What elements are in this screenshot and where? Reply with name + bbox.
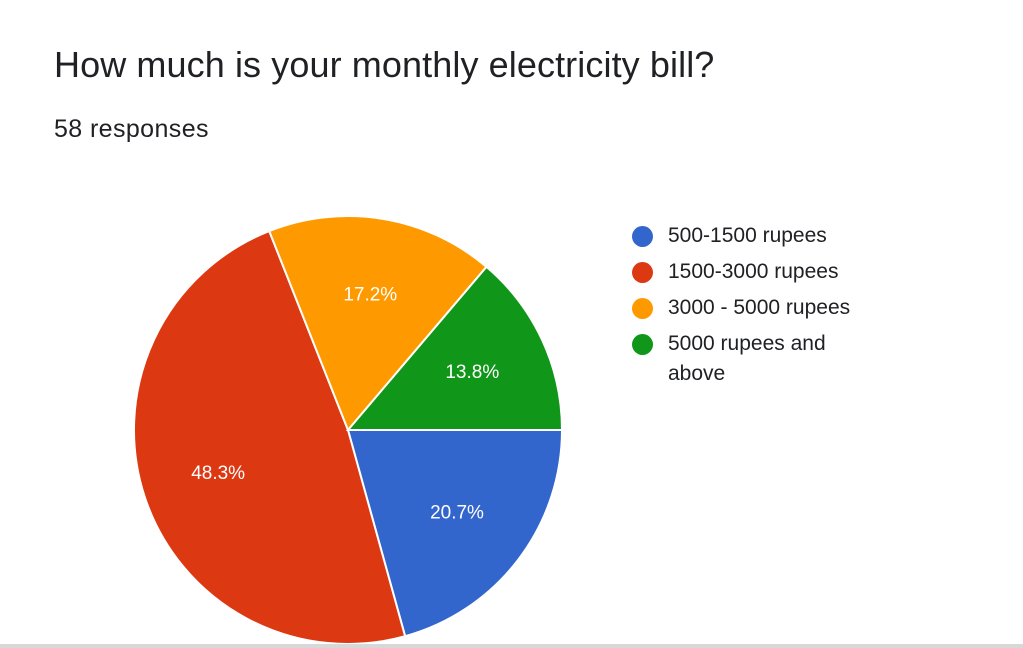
slice-percent-label: 48.3% [191,463,245,484]
question-title: How much is your monthly electricity bil… [54,44,715,85]
response-count: 58 responses [54,115,209,143]
bottom-divider [0,644,1023,648]
legend-item-5000-rupees-and-above[interactable]: 5000 rupees and above [632,329,892,389]
legend-item-1500-3000-rupees[interactable]: 1500-3000 rupees [632,257,892,287]
legend-label: 1500-3000 rupees [668,260,839,283]
legend-item-500-1500-rupees[interactable]: 500-1500 rupees [632,221,892,251]
pie-slice-5000-rupees-and-above[interactable] [345,265,564,431]
legend-label: 3000 - 5000 rupees [668,296,851,319]
slice-percent-label: 17.2% [343,284,397,305]
slice-percent-label: 20.7% [430,502,484,523]
legend-swatch [632,298,653,319]
chart-legend: 500-1500 rupees 1500-3000 rupees 3000 - 50… [632,221,892,395]
legend-label: 500-1500 rupees [668,224,827,247]
pie-slice-1500-3000-rupees[interactable] [133,229,407,645]
legend-label: 5000 rupees and above [668,332,826,385]
legend-swatch [632,262,653,283]
pie-slice-3000-5000-rupees[interactable] [267,215,488,432]
legend-swatch [632,226,653,247]
slice-percent-label: 13.8% [445,362,499,383]
pie-slice-500-1500-rupees[interactable] [346,429,564,638]
legend-swatch [632,334,653,355]
legend-item-3000-5000-rupees[interactable]: 3000 - 5000 rupees [632,293,892,323]
